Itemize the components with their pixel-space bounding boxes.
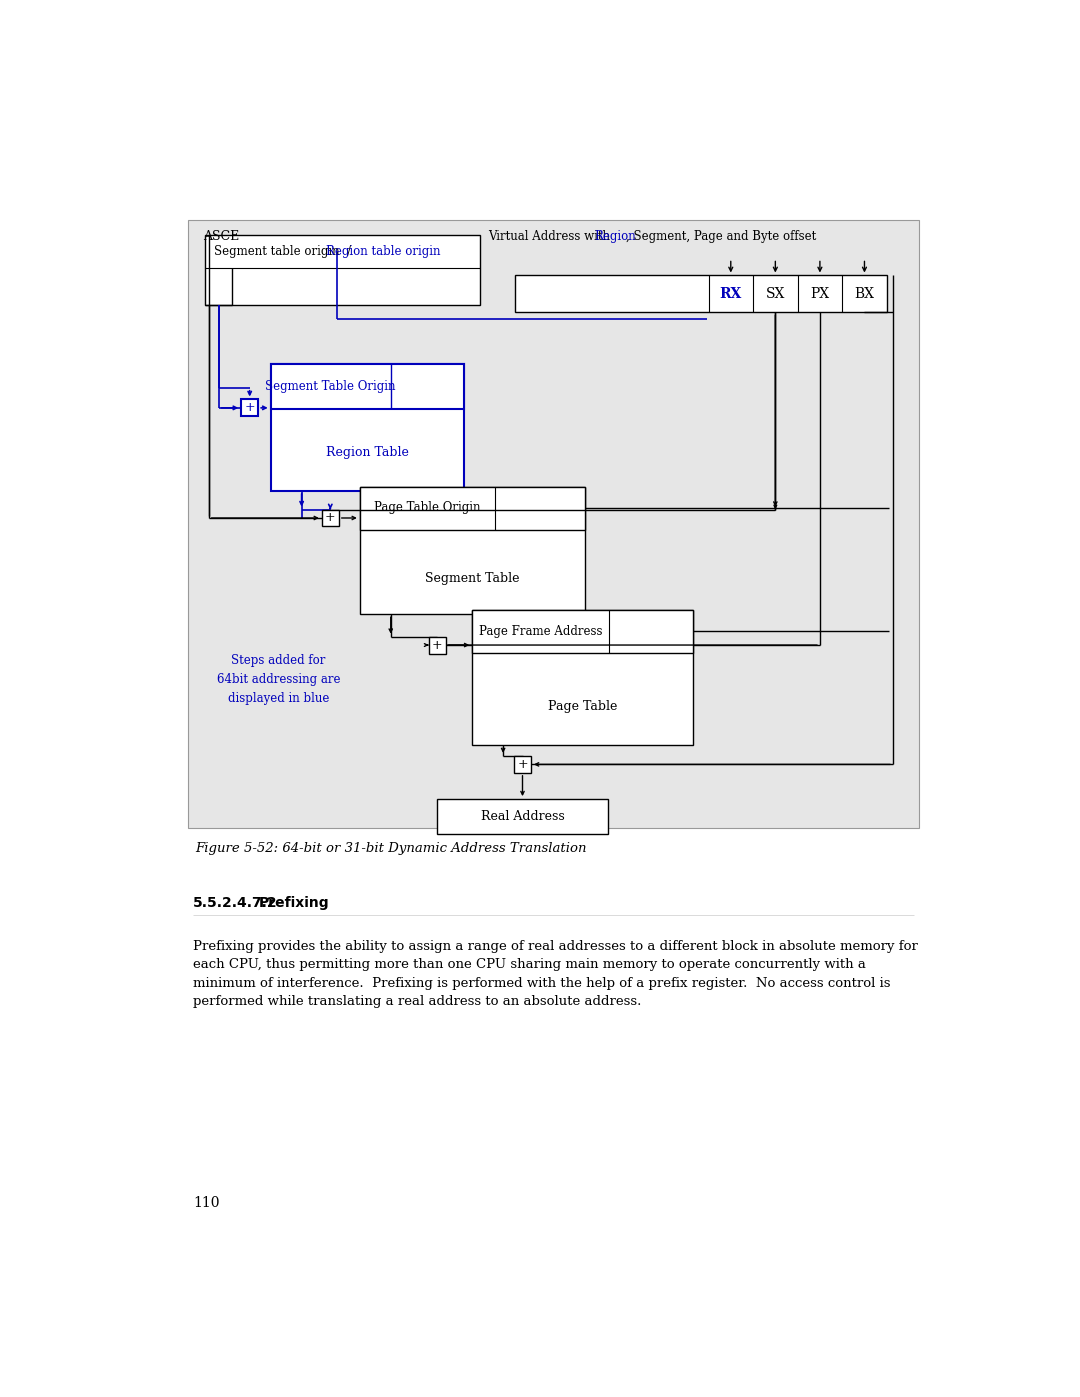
Text: Region Table: Region Table [326, 446, 409, 460]
Text: Region: Region [595, 231, 636, 243]
Text: Page Table: Page Table [548, 700, 618, 712]
Text: Prefixing provides the ability to assign a range of real addresses to a differen: Prefixing provides the ability to assign… [193, 940, 918, 1009]
Bar [322, 510, 339, 527]
Text: Prefixing: Prefixing [259, 895, 329, 909]
Text: Real Address: Real Address [481, 810, 565, 823]
Text: BX: BX [854, 286, 875, 300]
Text: SX: SX [766, 286, 785, 300]
Text: +: + [325, 511, 336, 524]
Bar [241, 400, 258, 416]
Text: Region table origin: Region table origin [326, 244, 441, 258]
Text: Virtual Address with: Virtual Address with [488, 231, 613, 243]
Bar [188, 219, 919, 828]
Text: Segment table origin  /: Segment table origin / [214, 244, 355, 258]
Bar [205, 236, 480, 305]
Bar [514, 756, 531, 773]
Bar [472, 610, 693, 745]
Bar [429, 637, 446, 654]
Text: Page Frame Address: Page Frame Address [478, 624, 603, 637]
Text: RX: RX [719, 286, 742, 300]
Bar [437, 799, 608, 834]
Bar [515, 275, 887, 313]
Text: Figure 5-52: 64-bit or 31-bit Dynamic Address Translation: Figure 5-52: 64-bit or 31-bit Dynamic Ad… [195, 842, 586, 855]
Text: 5.5.2.4.7.2: 5.5.2.4.7.2 [193, 895, 278, 909]
Text: Segment Table: Segment Table [424, 571, 519, 584]
Bar [271, 365, 464, 490]
Bar [271, 365, 464, 409]
Bar [472, 610, 693, 652]
Text: Segment Table Origin: Segment Table Origin [266, 380, 396, 393]
Bar [360, 488, 584, 615]
Text: , Segment, Page and Byte offset: , Segment, Page and Byte offset [625, 231, 815, 243]
Text: ASCE: ASCE [203, 231, 240, 243]
Text: Steps added for
64bit addressing are
displayed in blue: Steps added for 64bit addressing are dis… [217, 654, 340, 705]
Text: PX: PX [810, 286, 829, 300]
Text: +: + [244, 401, 255, 415]
Bar [360, 488, 584, 529]
Text: +: + [432, 638, 443, 651]
Text: 110: 110 [193, 1196, 219, 1210]
Text: Page Table Origin: Page Table Origin [374, 502, 481, 514]
Text: +: + [517, 759, 528, 771]
